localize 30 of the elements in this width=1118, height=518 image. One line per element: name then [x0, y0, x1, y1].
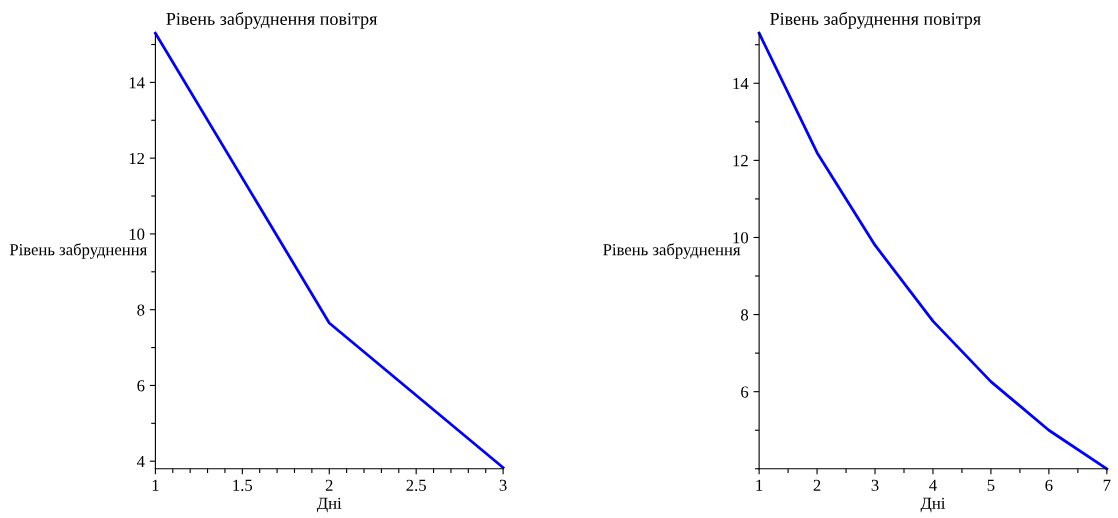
y-tick-label: 10 [129, 228, 145, 240]
x-tick-label: 1 [756, 479, 763, 491]
chart-title: Рівень забруднення повітря [770, 11, 981, 29]
y-tick-label: 8 [137, 304, 145, 316]
y-tick-label: 10 [733, 232, 749, 244]
y-tick-label: 6 [137, 380, 145, 392]
y-tick-label: 12 [129, 152, 145, 164]
x-tick-label: 2.5 [406, 479, 426, 492]
x-tick-label: 1.5 [233, 479, 253, 492]
y-tick-label: 8 [741, 309, 749, 321]
x-tick-label: 1 [152, 479, 159, 491]
x-tick-label: 4 [929, 479, 937, 491]
x-tick-label: 6 [1045, 479, 1053, 491]
y-axis-title: Рівень забруднення [603, 243, 741, 259]
x-tick-label: 3 [871, 479, 879, 491]
y-tick-label: 6 [741, 386, 749, 398]
x-tick-label: 3 [499, 479, 507, 491]
y-tick-label: 14 [733, 78, 749, 90]
chart-title: Рівень забруднення повітря [166, 11, 378, 29]
x-tick-label: 2 [813, 479, 821, 491]
line-series [757, 31, 1109, 471]
x-tick-label: 5 [987, 479, 995, 491]
y-axis-title: Рівень забруднення [9, 243, 147, 259]
x-axis-title: Дні [920, 497, 946, 513]
x-tick-label: 2 [325, 479, 333, 491]
y-tick-label: 12 [733, 155, 748, 167]
x-tick-label: 7 [1103, 479, 1111, 491]
y-tick-label: 14 [129, 77, 145, 89]
x-axis-title: Дні [316, 497, 342, 513]
y-tick-label: 4 [136, 456, 145, 467]
